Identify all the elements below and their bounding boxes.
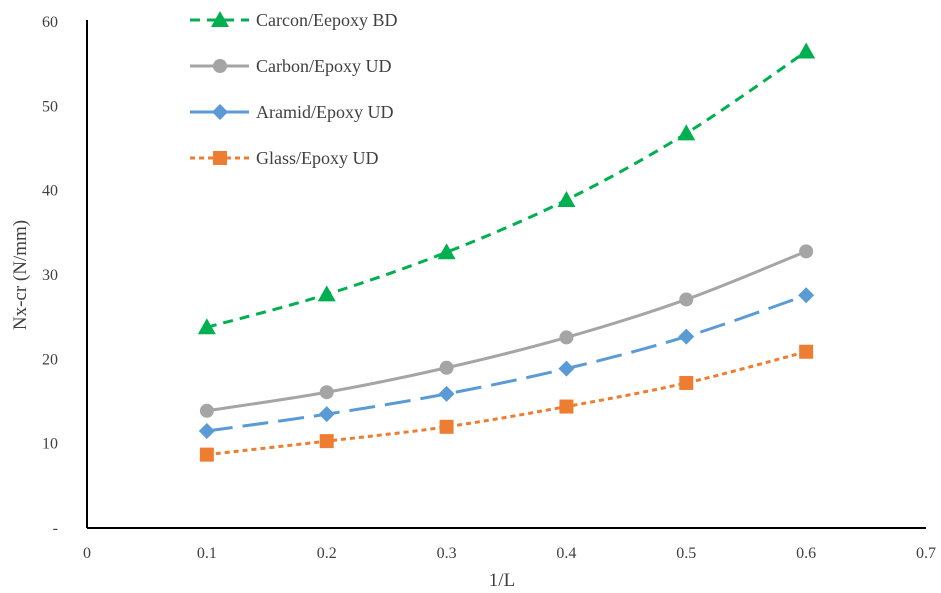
series-carbon-epoxy-ud (199, 244, 814, 418)
y-tick-label: 40 (42, 183, 58, 200)
y-tick-label: 30 (42, 267, 58, 284)
data-point-carbon-epoxy-ud (199, 403, 214, 418)
y-tick-label: 20 (42, 351, 58, 368)
legend-label: Carbon/Epoxy UD (256, 56, 391, 76)
legend-label: Carcon/Eepoxy BD (256, 10, 397, 30)
data-point-aramid-epoxy-ud (318, 406, 335, 423)
data-point-carcon-eepoxy-bd (197, 318, 216, 335)
legend-item: Carcon/Eepoxy BD (190, 10, 397, 30)
axes (86, 20, 926, 529)
legend-item: Carbon/Epoxy UD (190, 56, 391, 76)
x-tick-label: 0 (83, 545, 91, 562)
data-point-glass-epoxy-ud (679, 375, 694, 390)
x-tick-label: 0.1 (197, 545, 217, 562)
data-point-carbon-epoxy-ud (799, 244, 814, 259)
series-carcon-eepoxy-bd (197, 42, 816, 335)
series-aramid-epoxy-ud (198, 287, 815, 440)
legend: Carcon/Eepoxy BD Carbon/Epoxy UD Aramid/Ep… (190, 10, 397, 168)
series-group (197, 42, 816, 462)
y-tick-labels: - 10 20 30 40 50 60 (42, 14, 58, 537)
data-point-carbon-epoxy-ud (559, 330, 574, 345)
y-axis-title: Nx-cr (N/mm) (10, 220, 31, 330)
x-tick-label: 0.2 (317, 545, 337, 562)
x-axis-title: 1/L (489, 570, 515, 591)
data-point-carbon-epoxy-ud (319, 385, 334, 400)
series-line-carbon-epoxy-ud (206, 249, 807, 413)
series-line-carcon-eepoxy-bd (206, 50, 807, 329)
data-point-glass-epoxy-ud (199, 447, 214, 462)
legend-marker (213, 151, 227, 165)
data-point-aramid-epoxy-ud (558, 360, 575, 377)
x-tick-label: 0.6 (796, 545, 816, 562)
y-tick-label: 60 (42, 14, 58, 31)
legend-marker (212, 104, 228, 120)
legend-marker (213, 59, 227, 73)
data-point-carcon-eepoxy-bd (677, 124, 696, 141)
data-point-aramid-epoxy-ud (198, 423, 215, 440)
series-glass-epoxy-ud (199, 344, 814, 462)
data-point-aramid-epoxy-ud (438, 385, 455, 402)
legend-label: Aramid/Epoxy UD (256, 102, 393, 122)
data-point-glass-epoxy-ud (799, 344, 814, 359)
data-point-carbon-epoxy-ud (439, 360, 454, 375)
data-point-carcon-eepoxy-bd (557, 190, 576, 207)
data-point-glass-epoxy-ud (319, 434, 334, 449)
data-point-aramid-epoxy-ud (798, 287, 815, 304)
y-tick-label: 10 (42, 436, 58, 453)
series-line-glass-epoxy-ud (206, 350, 807, 457)
legend-item: Glass/Epoxy UD (190, 148, 379, 168)
x-tick-label: 0.4 (556, 545, 576, 562)
x-tick-label: 0.7 (916, 545, 936, 562)
x-tick-label: 0.5 (676, 545, 696, 562)
data-point-aramid-epoxy-ud (678, 328, 695, 345)
data-point-carcon-eepoxy-bd (317, 285, 336, 302)
x-tick-labels: 0 0.1 0.2 0.3 0.4 0.5 0.6 0.7 (83, 545, 936, 562)
y-tick-label: - (53, 520, 58, 537)
x-tick-label: 0.3 (437, 545, 457, 562)
data-point-carcon-eepoxy-bd (437, 243, 456, 260)
data-point-glass-epoxy-ud (439, 419, 454, 434)
series-line-aramid-epoxy-ud (206, 293, 807, 433)
data-point-carcon-eepoxy-bd (797, 42, 816, 59)
data-point-glass-epoxy-ud (559, 399, 574, 414)
data-point-carbon-epoxy-ud (679, 292, 694, 307)
legend-label: Glass/Epoxy UD (256, 148, 379, 168)
legend-marker (211, 11, 229, 27)
legend-item: Aramid/Epoxy UD (190, 102, 393, 122)
y-tick-label: 50 (42, 98, 58, 115)
